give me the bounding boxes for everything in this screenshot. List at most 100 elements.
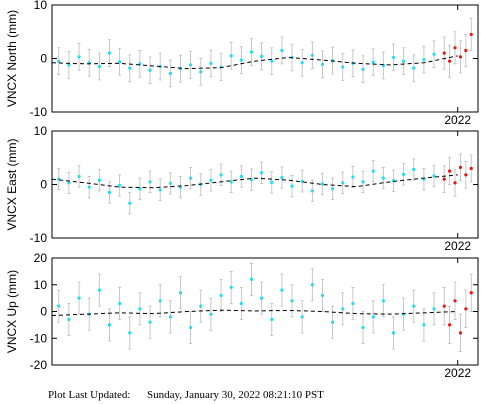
point <box>107 323 112 327</box>
point <box>341 307 345 311</box>
point <box>77 296 81 300</box>
point <box>432 307 436 311</box>
point <box>361 67 365 71</box>
point <box>148 68 152 72</box>
point <box>453 181 457 185</box>
point <box>371 315 375 319</box>
point <box>270 317 274 322</box>
point <box>97 64 101 69</box>
point <box>168 181 172 186</box>
point <box>77 174 81 179</box>
point <box>469 166 473 171</box>
point <box>189 176 193 180</box>
point <box>270 180 274 184</box>
y-axis-label: VNCX North (mm) <box>5 10 19 107</box>
point <box>280 48 284 53</box>
point <box>128 331 132 335</box>
x-tick-label: 2022 <box>444 239 471 253</box>
footer-label: Plot Last Updated: <box>48 389 131 401</box>
y-tick-label: 0 <box>40 52 47 66</box>
point <box>270 59 274 63</box>
point <box>464 307 468 311</box>
point <box>422 323 426 327</box>
point <box>402 172 406 176</box>
point <box>442 304 446 308</box>
point <box>168 315 172 319</box>
point <box>448 59 452 63</box>
point <box>320 62 325 66</box>
model-line <box>52 309 458 317</box>
y-tick-label: 10 <box>34 0 48 12</box>
point <box>260 171 264 175</box>
point <box>280 175 284 180</box>
model-line <box>52 174 458 189</box>
y-tick-label: 10 <box>34 124 48 138</box>
frame <box>51 130 479 239</box>
point <box>331 187 335 191</box>
point <box>209 178 213 182</box>
plot-area <box>52 262 473 353</box>
point <box>189 63 193 67</box>
point <box>158 299 162 303</box>
point <box>209 61 213 65</box>
point <box>148 180 152 184</box>
x-tick-label: 2022 <box>444 113 471 127</box>
point <box>469 291 473 295</box>
y-tick-label: 0 <box>40 305 47 319</box>
point <box>458 165 463 169</box>
point <box>351 301 355 306</box>
point <box>239 301 243 306</box>
point <box>381 176 385 180</box>
point <box>381 299 385 303</box>
point <box>87 185 91 189</box>
point <box>229 180 233 184</box>
point <box>341 65 345 69</box>
point <box>469 32 473 37</box>
point <box>361 325 365 330</box>
point <box>219 293 223 298</box>
point <box>320 293 325 298</box>
y-tick-label: -20 <box>30 358 48 372</box>
y-tick-label: -10 <box>30 231 48 245</box>
y-axis-label: VNCX Up (mm) <box>5 270 19 353</box>
point <box>320 182 325 186</box>
point <box>458 331 463 335</box>
point <box>199 70 203 74</box>
point <box>148 320 152 324</box>
point <box>67 63 71 67</box>
point <box>300 315 304 319</box>
point <box>391 331 396 335</box>
point <box>310 189 314 193</box>
footer-date: Sunday, January 30, 2022 08:21:10 PST <box>147 389 324 401</box>
point <box>178 291 183 295</box>
point <box>331 320 335 324</box>
point <box>453 46 457 50</box>
point <box>464 48 468 53</box>
y-tick-label: 10 <box>34 278 48 292</box>
point <box>371 169 375 173</box>
point <box>290 184 294 188</box>
y-tick-label: -10 <box>30 105 48 119</box>
point <box>138 307 142 311</box>
point <box>402 59 406 63</box>
point <box>448 169 452 173</box>
point <box>118 183 122 188</box>
point <box>260 296 264 300</box>
point <box>97 288 101 292</box>
point <box>97 178 101 182</box>
point <box>341 181 345 185</box>
y-tick-label: -10 <box>30 331 48 345</box>
point <box>118 60 122 64</box>
point <box>67 317 71 322</box>
point <box>464 173 468 177</box>
y-tick-label: 0 <box>40 178 47 192</box>
point <box>199 304 203 308</box>
point <box>57 304 61 308</box>
y-tick-label: 20 <box>34 251 48 265</box>
point <box>209 312 213 316</box>
point <box>422 57 426 62</box>
point <box>412 66 416 70</box>
plot-area <box>52 17 473 88</box>
point <box>458 55 463 59</box>
